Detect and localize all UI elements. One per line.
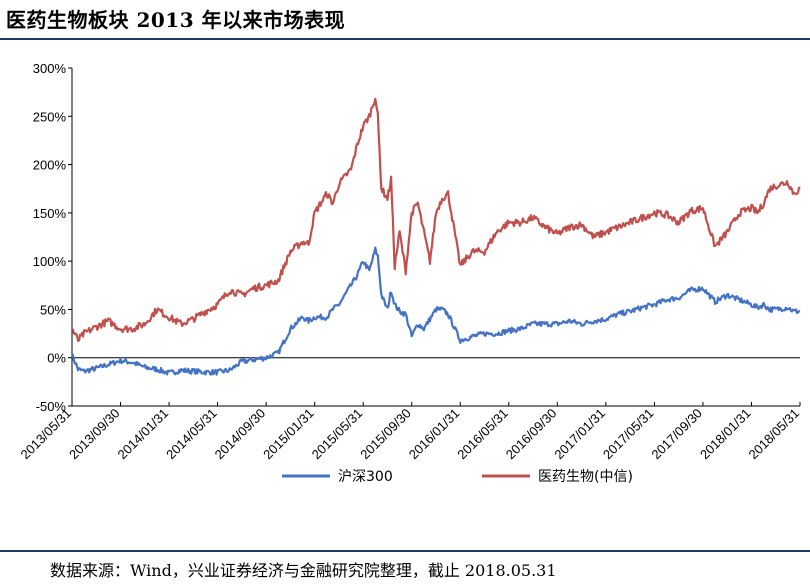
y-tick-label: 50% [40,302,66,317]
x-tick-label: 2018/01/31 [697,406,754,463]
x-tick-label: 2013/05/31 [17,406,74,463]
y-tick-label: 0% [47,351,66,366]
y-tick-label: 250% [33,109,67,124]
x-tick-label: 2015/09/30 [357,406,414,463]
x-tick-label: 2017/01/31 [551,406,608,463]
x-tick-label: 2017/09/30 [648,406,705,463]
x-tick-label: 2013/09/30 [66,406,123,463]
x-tick-label: 2014/05/31 [163,406,220,463]
legend-label-1: 医药生物(中信) [538,469,633,485]
x-axis: 2013/05/312013/09/302014/01/312014/05/31… [17,357,802,463]
line-chart: -50% 0% 50% 100% 150% 200% 250% 300% 2013/05/31… [17,61,802,485]
y-tick-label: 150% [33,206,67,221]
y-tick-label: -50% [36,399,67,414]
x-tick-label: 2014/09/30 [212,406,269,463]
y-tick-label: 200% [33,158,67,173]
legend-label-0: 沪深300 [338,469,393,485]
y-axis: -50% 0% 50% 100% 150% 200% 250% 300% [33,61,73,414]
footer-divider [0,550,810,552]
series-line-1 [71,97,801,343]
x-tick-label: 2017/05/31 [600,406,657,463]
series-line-0 [70,246,801,376]
chart-title: 医药生物板块 2013 年以来市场表现 [6,8,346,32]
x-tick-label: 2016/01/31 [406,406,463,463]
x-tick-label: 2018/05/31 [745,406,802,463]
x-tick-label: 2016/09/30 [503,406,560,463]
x-tick-label: 2015/01/31 [260,406,317,463]
y-tick-label: 100% [33,254,67,269]
x-tick-label: 2014/01/31 [115,406,172,463]
x-tick-label: 2016/05/31 [454,406,511,463]
x-tick-label: 2015/05/31 [309,406,366,463]
y-tick-label: 300% [33,61,67,76]
title-divider [0,38,810,40]
legend: 沪深300 医药生物(中信) [282,469,633,485]
source-note: 数据来源：Wind，兴业证券经济与金融研究院整理，截止 2018.05.31 [50,561,557,580]
series-layer [70,97,801,376]
